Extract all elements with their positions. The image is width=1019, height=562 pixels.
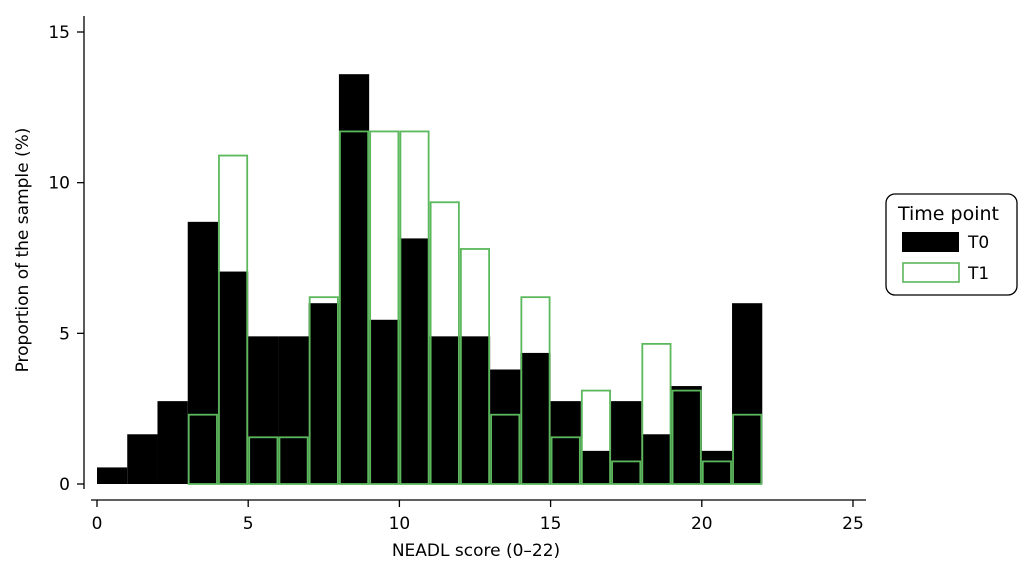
legend-swatch-t1	[902, 262, 960, 283]
x-tick-label: 10	[389, 514, 411, 534]
legend-title: Time point	[897, 203, 999, 225]
t1-bar	[429, 201, 460, 485]
t1-bar	[339, 130, 370, 485]
t0-bar	[369, 319, 400, 484]
t0-bar	[278, 336, 309, 484]
t0-bar	[611, 401, 642, 484]
t0-bar	[429, 336, 460, 484]
legend-swatch-t0	[902, 232, 959, 252]
series-t0-bars	[97, 74, 763, 484]
x-tick-label: 0	[92, 514, 103, 534]
x-axis-title: NEADL score (0–22)	[392, 541, 560, 561]
series-t1-bars	[187, 130, 763, 485]
t0-bar	[641, 434, 672, 484]
t1-bar	[218, 154, 249, 485]
t0-bar	[127, 434, 158, 484]
t1-bar	[369, 130, 400, 485]
t1-bar	[671, 389, 702, 485]
t1-bar	[611, 460, 642, 485]
t0-bar	[550, 401, 581, 484]
t1-bar	[248, 436, 279, 485]
y-tick-label: 15	[48, 23, 70, 43]
t1-bar	[701, 460, 732, 485]
legend: Time point T0 T1	[885, 193, 1018, 296]
y-axis-title: Proportion of the sample (%)	[13, 128, 33, 373]
y-tick-label: 5	[59, 324, 70, 344]
legend-label-t0: T0	[967, 233, 989, 253]
t1-bar	[459, 248, 491, 485]
t0-bar	[187, 221, 218, 484]
x-tick-label: 25	[842, 514, 864, 534]
t1-bar	[520, 296, 551, 485]
x-axis-ticks: 0 5 10 15 20 25	[92, 500, 864, 534]
t1-bar	[278, 436, 309, 485]
y-tick-label: 10	[48, 174, 70, 194]
t0-bar	[399, 238, 430, 484]
t1-bar	[641, 342, 672, 485]
t0-bar	[217, 271, 249, 484]
t0-bar	[459, 336, 491, 484]
t0-bar	[308, 303, 339, 484]
x-tick-label: 15	[540, 514, 562, 534]
t0-bar	[732, 303, 763, 484]
t1-bar	[490, 413, 521, 485]
t0-bar	[520, 352, 551, 484]
x-tick-label: 20	[691, 514, 713, 534]
t0-bar	[338, 74, 370, 484]
x-tick-label: 5	[243, 514, 254, 534]
t1-bar	[580, 389, 611, 485]
t0-bar	[248, 336, 279, 484]
t0-bar	[580, 450, 612, 484]
t0-bar	[701, 450, 733, 484]
t0-bar	[157, 401, 188, 484]
t0-bar	[671, 386, 702, 484]
t1-bar	[308, 296, 339, 485]
t1-bar	[187, 413, 218, 485]
y-tick-label: 0	[59, 475, 70, 495]
t1-bar	[399, 130, 430, 485]
t0-bar	[490, 369, 521, 484]
legend-label-t1: T1	[967, 264, 989, 284]
y-axis-ticks: 0 5 10 15	[48, 23, 84, 495]
t1-bar	[550, 436, 581, 485]
t0-bar	[97, 467, 128, 484]
t1-bar	[732, 413, 763, 485]
